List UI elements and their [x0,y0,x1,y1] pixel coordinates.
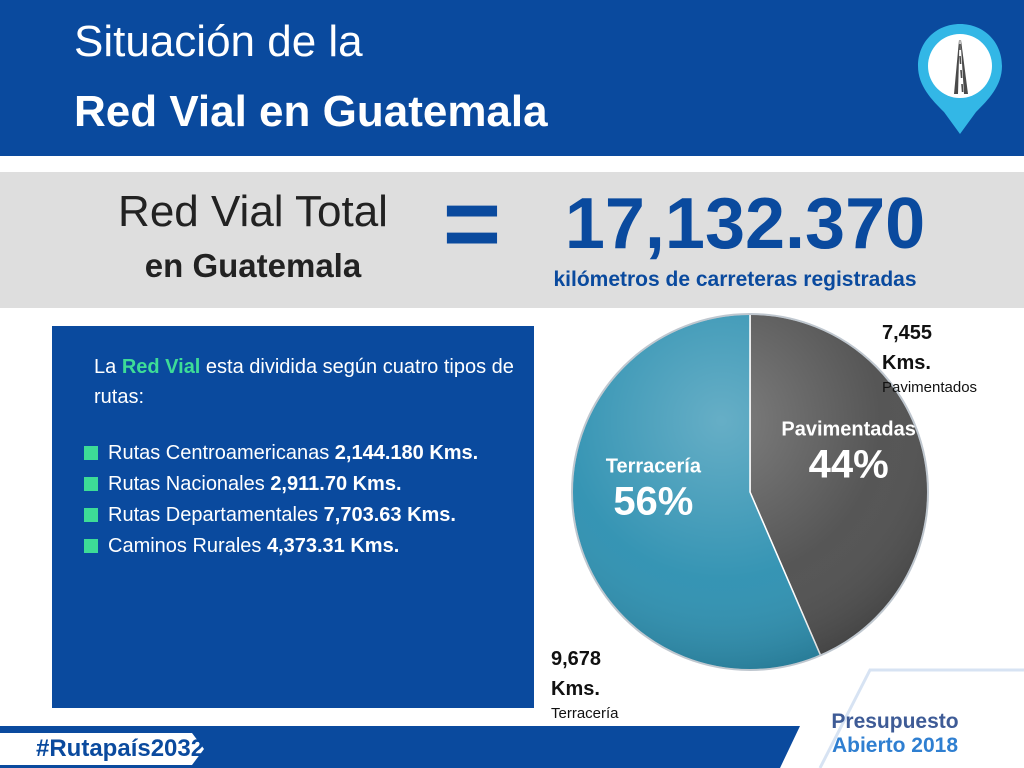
budget-logo: Presupuesto Abierto 2018 [780,710,1010,758]
pie-gloss-overlay [571,313,929,671]
terraceria-km-unit: Kms. [551,678,600,700]
square-bullet-icon [84,446,98,460]
intro-text-after: esta dividida según cuatro tipos de ruta… [94,356,514,408]
terraceria-annotation: 9,678 Kms. Terracería [551,644,681,724]
pie-slice-name-label: Terracería [606,456,702,478]
route-value: 4,373.31 Kms. [266,535,400,557]
header-banner [0,0,1024,156]
routes-panel [52,326,534,708]
route-value: 2,911.70 Kms. [270,473,402,495]
budget-line1: Presupuesto [831,710,959,733]
route-value: 7,703.63 Kms. [323,504,456,526]
pie-slice-name-label: Pavimentadas [781,418,916,440]
total-label-line1: Red Vial Total [118,187,388,236]
pavimentadas-km-value: 7,455 [882,322,933,344]
equals-sign: = [442,168,502,280]
pie-slice-percent-label: 44% [809,442,889,486]
hashtag-badge [0,733,204,765]
budget-line2: Abierto 2018 [831,734,959,757]
total-kilometers-caption: kilómetros de carreteras registradas [553,268,917,291]
route-label: Rutas Departamentales [108,504,324,526]
list-item: Caminos Rurales 4,373.31 Kms. [84,531,534,562]
pavimentadas-annotation: 7,455 Kms. Pavimentados [882,318,1012,398]
route-types-list: Rutas Centroamericanas 2,144.180 Kms. Ru… [84,438,534,562]
footer-decoration [760,668,1024,768]
intro-highlight: Red Vial [121,356,201,378]
list-item: Rutas Departamentales 7,703.63 Kms. [84,500,534,531]
square-bullet-icon [84,539,98,553]
list-item: Rutas Centroamericanas 2,144.180 Kms. [84,438,534,469]
total-label-line2: en Guatemala [144,247,362,284]
route-value: 2,144.180 Kms. [334,442,479,464]
pavimentadas-km-unit: Kms. [882,352,931,374]
terraceria-category: Terracería [551,705,619,722]
pie-slice-percent-label: 56% [613,480,693,524]
page-title-line2: Red Vial en Guatemala [74,87,548,136]
total-kilometers-value: 17,132.370 [564,184,926,264]
road-location-pin-icon [918,24,1002,134]
route-label: Caminos Rurales [108,535,267,557]
terraceria-km-value: 9,678 [551,648,602,670]
square-bullet-icon [84,477,98,491]
summary-band [0,172,1024,308]
square-bullet-icon [84,508,98,522]
pavimentadas-category: Pavimentados [882,379,978,396]
intro-text-before: La [94,356,122,378]
hashtag-label: #Rutapaís2032 [36,735,205,762]
page-title-line1: Situación de la [74,17,363,66]
routes-intro: La Red Vial esta dividida según cuatro t… [94,352,514,412]
route-label: Rutas Nacionales [108,473,271,495]
route-label: Rutas Centroamericanas [108,442,335,464]
list-item: Rutas Nacionales 2,911.70 Kms. [84,469,534,500]
